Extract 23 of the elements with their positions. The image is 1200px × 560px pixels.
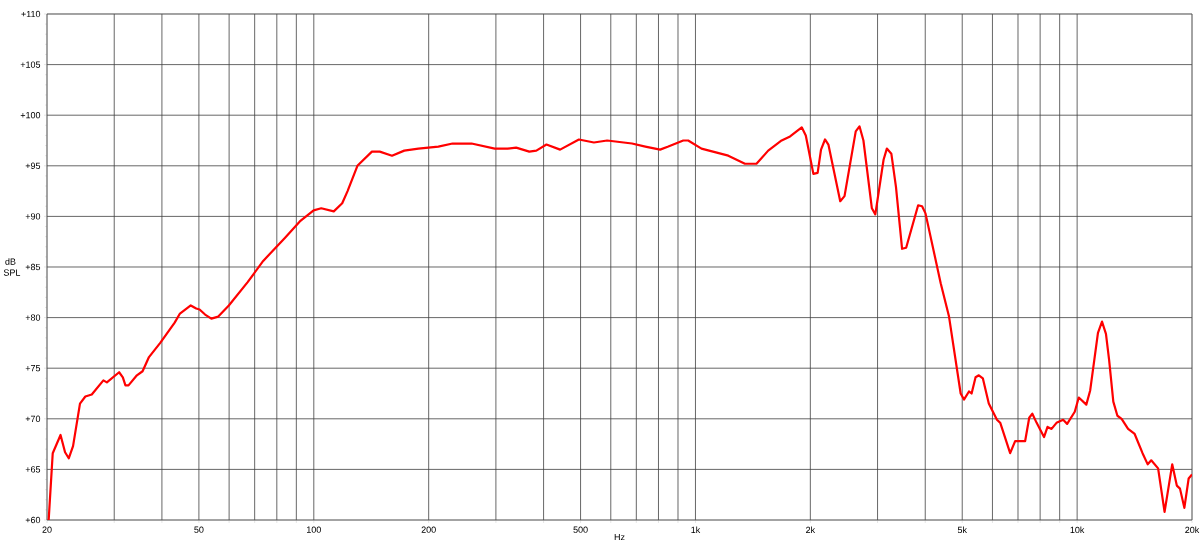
x-tick-label: 20 [42,526,52,533]
x-tick-label: 1k [691,526,701,534]
x-tick-label: 5k [957,526,967,534]
x-tick-label: 50 [194,526,204,533]
y-axis-title: dB SPL [3,258,21,276]
x-tick-label: 200 [421,526,436,533]
y-tick-label: +110 [21,10,41,18]
x-tick-label: 10k [1070,526,1085,534]
y-tick-label: +85 [25,263,41,271]
x-tick-label: 20k [1185,526,1200,534]
x-tick-label: 500 [573,526,588,533]
x-axis-title: Hz [614,533,625,541]
y-tick-label: +105 [20,61,41,68]
y-tick-label: +95 [25,162,41,169]
y-tick-label: +70 [25,415,41,422]
y-tick-label: +75 [25,365,41,372]
x-tick-label: 2k [806,526,816,534]
y-tick-label: +90 [25,213,41,220]
y-tick-label: +65 [25,466,41,473]
x-tick-label: 100 [307,526,321,533]
y-tick-label: +100 [20,112,41,119]
y-tick-label: +80 [25,314,41,321]
y-tick-label: +60 [25,516,41,524]
